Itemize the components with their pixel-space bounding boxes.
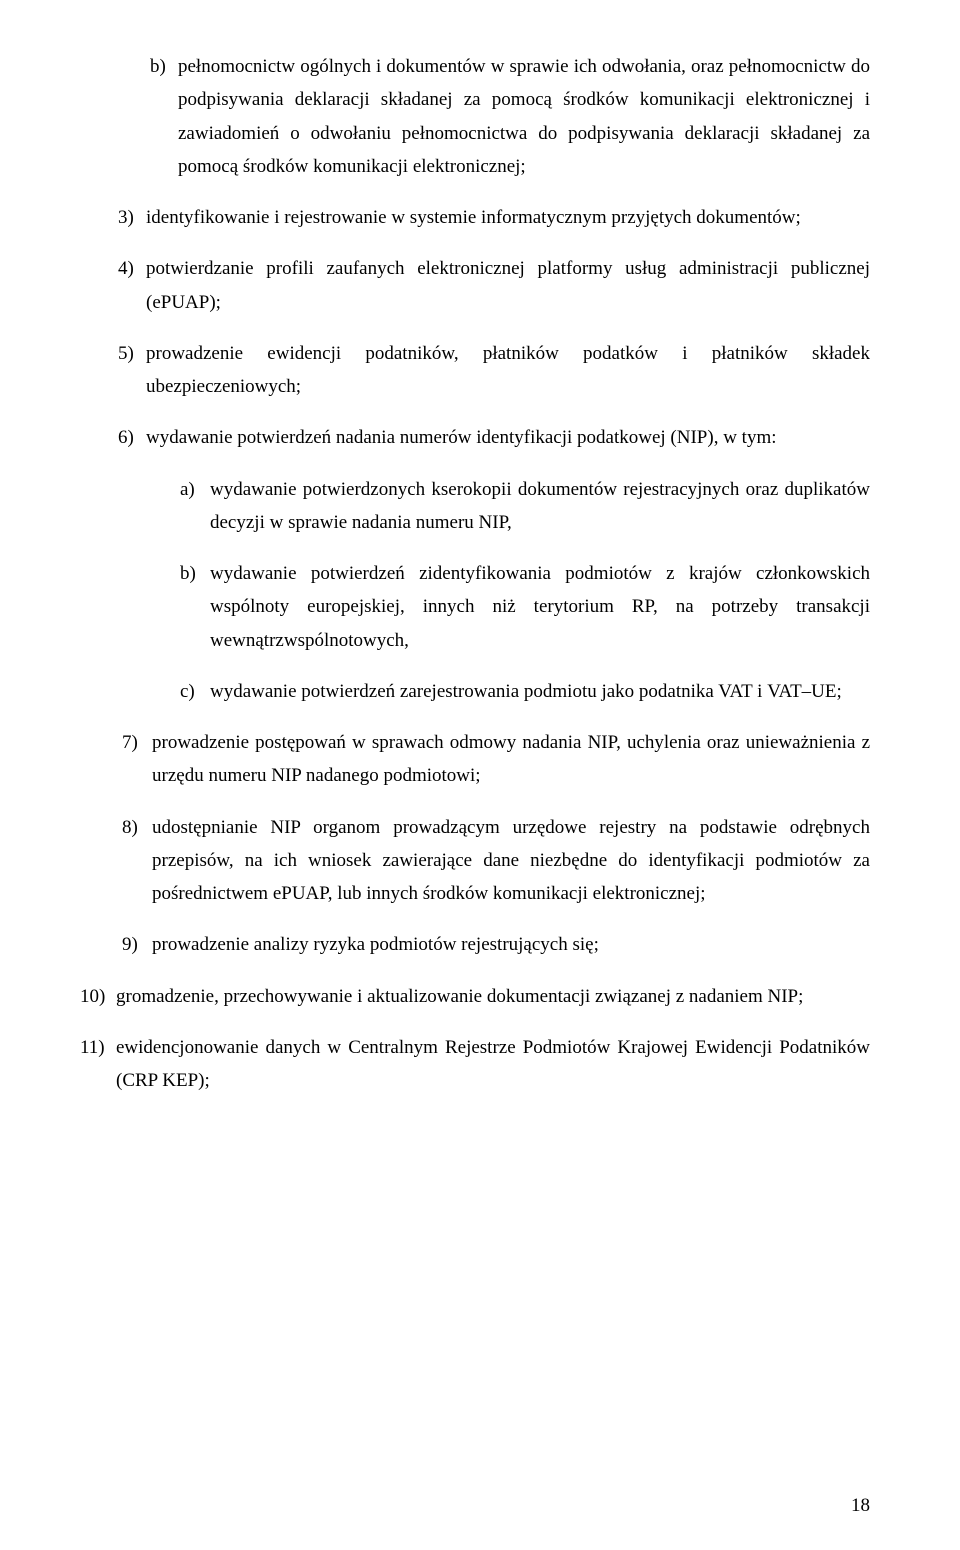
page-number: 18 <box>851 1489 870 1522</box>
list-item-b: b)pełnomocnictw ogólnych i dokumentów w … <box>178 50 870 183</box>
list-item-9: 9)prowadzenie analizy ryzyka podmiotów r… <box>152 928 870 961</box>
list-marker: 5) <box>118 337 146 370</box>
document-page: b)pełnomocnictw ogólnych i dokumentów w … <box>0 0 960 1550</box>
list-item-7: 7)prowadzenie postępowań w sprawach odmo… <box>152 726 870 793</box>
list-marker: b) <box>180 557 210 590</box>
list-text: udostępnianie NIP organom prowadzącym ur… <box>152 817 870 905</box>
list-text: wydawanie potwierdzonych kserokopii doku… <box>210 479 870 533</box>
list-subitem-a: a)wydawanie potwierdzonych kserokopii do… <box>210 473 870 540</box>
list-text: prowadzenie postępowań w sprawach odmowy… <box>152 732 870 786</box>
list-item-8: 8)udostępnianie NIP organom prowadzącym … <box>152 811 870 911</box>
list-marker: c) <box>180 675 210 708</box>
list-item-10: 10)gromadzenie, przechowywanie i aktuali… <box>116 980 870 1013</box>
list-subitem-c: c)wydawanie potwierdzeń zarejestrowania … <box>210 675 870 708</box>
list-marker: b) <box>150 50 178 83</box>
list-item-5: 5)prowadzenie ewidencji podatników, płat… <box>146 337 870 404</box>
list-text: wydawanie potwierdzeń zarejestrowania po… <box>210 681 842 702</box>
list-marker: 9) <box>122 928 152 961</box>
list-marker: 7) <box>122 726 152 759</box>
list-text: prowadzenie analizy ryzyka podmiotów rej… <box>152 934 599 955</box>
list-subitem-b: b)wydawanie potwierdzeń zidentyfikowania… <box>210 557 870 657</box>
list-text: wydawanie potwierdzeń nadania numerów id… <box>146 427 777 448</box>
list-item-11: 11)ewidencjonowanie danych w Centralnym … <box>116 1031 870 1098</box>
list-marker: 4) <box>118 252 146 285</box>
list-item-4: 4)potwierdzanie profili zaufanych elektr… <box>146 252 870 319</box>
list-text: ewidencjonowanie danych w Centralnym Rej… <box>116 1037 870 1091</box>
list-text: pełnomocnictw ogólnych i dokumentów w sp… <box>178 56 870 177</box>
list-item-6: 6)wydawanie potwierdzeń nadania numerów … <box>146 421 870 454</box>
list-marker: 6) <box>118 421 146 454</box>
list-marker: 3) <box>118 201 146 234</box>
list-text: gromadzenie, przechowywanie i aktualizow… <box>116 986 803 1007</box>
list-marker: 8) <box>122 811 152 844</box>
list-text: prowadzenie ewidencji podatników, płatni… <box>146 343 870 397</box>
list-text: identyfikowanie i rejestrowanie w system… <box>146 207 801 228</box>
list-item-3: 3)identyfikowanie i rejestrowanie w syst… <box>146 201 870 234</box>
list-marker: a) <box>180 473 210 506</box>
list-text: potwierdzanie profili zaufanych elektron… <box>146 258 870 312</box>
list-text: wydawanie potwierdzeń zidentyfikowania p… <box>210 563 870 651</box>
list-marker: 11) <box>80 1031 116 1064</box>
list-marker: 10) <box>80 980 116 1013</box>
